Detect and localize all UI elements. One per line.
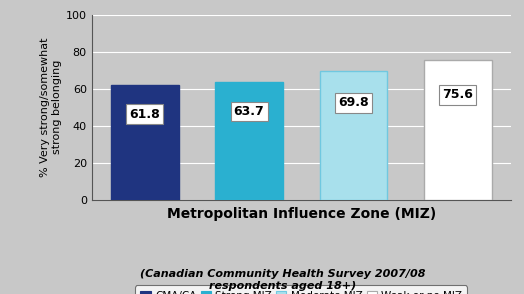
- Text: 69.8: 69.8: [338, 96, 369, 109]
- X-axis label: Metropolitan Influence Zone (MIZ): Metropolitan Influence Zone (MIZ): [167, 207, 436, 221]
- Bar: [320, 71, 387, 200]
- Bar: [215, 82, 283, 200]
- Text: 63.7: 63.7: [234, 105, 265, 118]
- Y-axis label: % Very strong/somewhat
strong belonging: % Very strong/somewhat strong belonging: [40, 38, 62, 177]
- Text: (Canadian Community Health Survey 2007/08
respondents aged 18+): (Canadian Community Health Survey 2007/0…: [140, 270, 425, 291]
- Text: 61.8: 61.8: [129, 108, 160, 121]
- Bar: [424, 60, 492, 200]
- Text: 75.6: 75.6: [442, 88, 473, 101]
- Legend: CMA/CA, Strong MIZ, Moderate MIZ, Weak or no MIZ: CMA/CA, Strong MIZ, Moderate MIZ, Weak o…: [135, 285, 467, 294]
- Bar: [111, 86, 179, 200]
